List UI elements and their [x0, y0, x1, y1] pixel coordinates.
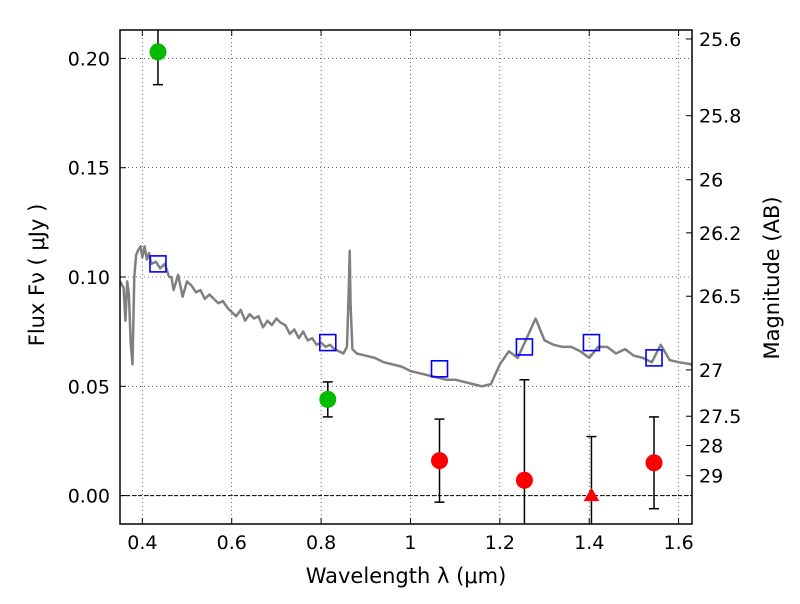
model-photometry-square — [149, 255, 167, 273]
model-spectrum-line — [118, 245, 693, 388]
error-bars — [152, 30, 660, 524]
x-axis-title: Wavelength λ (μm) — [306, 564, 507, 588]
mag-tick-label: 26 — [699, 170, 723, 192]
model-photometry-square — [645, 349, 663, 367]
photometry-point — [515, 471, 533, 489]
y-tick-label: 0.05 — [68, 376, 110, 398]
mag-tick-label: 27 — [699, 360, 723, 382]
data-markers — [149, 43, 663, 502]
model-photometry-square — [515, 338, 534, 356]
model-photometry-square — [430, 360, 449, 378]
upper-limit-triangle — [583, 487, 600, 502]
model-photometry-square — [582, 333, 601, 352]
x-tick-label: 0.4 — [127, 532, 157, 554]
mag-tick-label: 26.2 — [699, 223, 741, 245]
mag-tick-label: 25.6 — [699, 29, 741, 51]
x-tick-label: 0.8 — [306, 532, 336, 554]
model-photometry-square — [318, 333, 337, 352]
photometry-point — [149, 43, 167, 61]
x-tick-label: 1.2 — [485, 532, 515, 554]
y-tick-label: 0.00 — [68, 486, 110, 508]
x-tick-label: 1.6 — [663, 532, 693, 554]
y-axis-right-title: Magnitude (AB) — [760, 196, 784, 359]
x-tick-label: 1.4 — [574, 532, 604, 554]
y-tick-label: 0.10 — [68, 267, 110, 289]
x-tick-label: 0.6 — [217, 532, 247, 554]
mag-tick-label: 29 — [699, 466, 723, 488]
mag-tick-label: 27.5 — [699, 406, 741, 428]
mag-tick-label: 25.8 — [699, 106, 741, 128]
model-spectrum — [118, 245, 693, 388]
mag-tick-label: 28 — [699, 436, 723, 458]
photometry-point — [319, 390, 337, 408]
axis-ticks: 0.4 0.6 0.8 1 1.2 1.4 1.6 0.00 0.05 0.10 0.15 0.20 2… — [68, 29, 742, 554]
y-tick-label: 0.15 — [68, 158, 110, 180]
photometry-point — [431, 452, 449, 470]
y-tick-label: 0.20 — [68, 48, 110, 70]
mag-tick-label: 26.5 — [699, 286, 741, 308]
x-tick-label: 1 — [404, 532, 416, 554]
photometry-point — [645, 454, 663, 472]
y-axis-title: Flux Fν ( μJy ) — [25, 204, 49, 347]
